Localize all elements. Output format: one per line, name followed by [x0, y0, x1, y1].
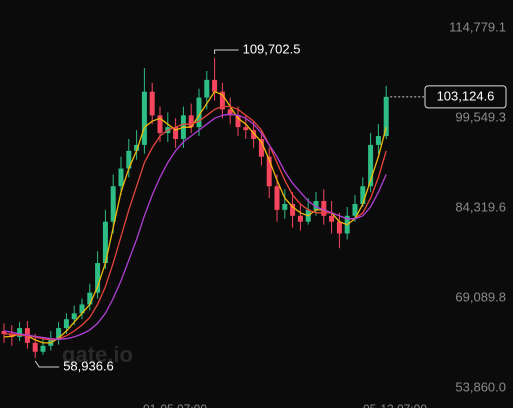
candle-body	[204, 79, 210, 98]
candle-body	[87, 292, 93, 305]
candle-body	[258, 138, 264, 157]
y-tick-label: 69,089.8	[455, 289, 506, 304]
high-label: 109,702.5	[243, 41, 301, 56]
candle-body	[126, 150, 132, 169]
candle-body	[102, 221, 108, 264]
candle-body	[212, 79, 218, 92]
x-tick-label: 05-12 07:00	[363, 402, 427, 408]
candle-body	[227, 109, 233, 116]
candle-body	[40, 345, 46, 352]
candle-body	[188, 115, 194, 128]
moving-average-line	[4, 105, 387, 341]
y-tick-label: 53,860.0	[455, 379, 506, 394]
candle-body	[157, 115, 163, 134]
candle-body	[71, 313, 77, 320]
y-tick-label: 99,549.3	[455, 109, 506, 124]
low-pointer	[34, 360, 60, 368]
candle-body	[282, 203, 288, 210]
candle-body	[352, 203, 358, 216]
y-tick-label: 84,319.6	[455, 199, 506, 214]
x-tick-label: 01-05 07:00	[143, 402, 207, 408]
candle-body	[329, 215, 335, 222]
y-tick-label: 114,779.1	[449, 19, 506, 34]
candle-body	[251, 130, 257, 139]
moving-average-line	[3, 113, 387, 340]
candle-body	[383, 96, 389, 137]
last-price-label: 103,124.6	[437, 88, 495, 103]
candle-body	[375, 136, 381, 145]
candle-body	[95, 263, 101, 293]
candle-body	[1, 331, 7, 334]
candle-body	[110, 186, 116, 222]
watermark: gate.io	[62, 342, 133, 367]
candle-body	[290, 203, 296, 216]
candle-body	[118, 168, 124, 187]
candle-body	[336, 221, 342, 234]
candle-body	[32, 342, 38, 352]
candle-body	[266, 156, 272, 187]
candle-body	[149, 91, 155, 116]
candle-body	[274, 186, 280, 210]
candle-body	[173, 127, 179, 139]
candle-body	[235, 115, 241, 128]
candle-body	[243, 127, 249, 131]
candle-body	[9, 333, 15, 337]
candle-body	[63, 319, 69, 329]
candle-body	[141, 91, 147, 145]
candle-body	[321, 201, 327, 216]
candle-body	[297, 215, 303, 222]
candle-body	[17, 328, 23, 337]
candle-body	[360, 186, 366, 204]
candle-body	[196, 97, 202, 128]
candle-body	[219, 91, 225, 110]
candle-body	[313, 201, 319, 210]
candle-body	[134, 144, 140, 151]
candle-body	[79, 304, 85, 314]
last-price-box	[424, 85, 507, 109]
candle-body	[368, 144, 374, 187]
low-label: 58,936.6	[63, 358, 114, 373]
candle-body	[56, 328, 62, 340]
high-pointer	[214, 49, 239, 54]
